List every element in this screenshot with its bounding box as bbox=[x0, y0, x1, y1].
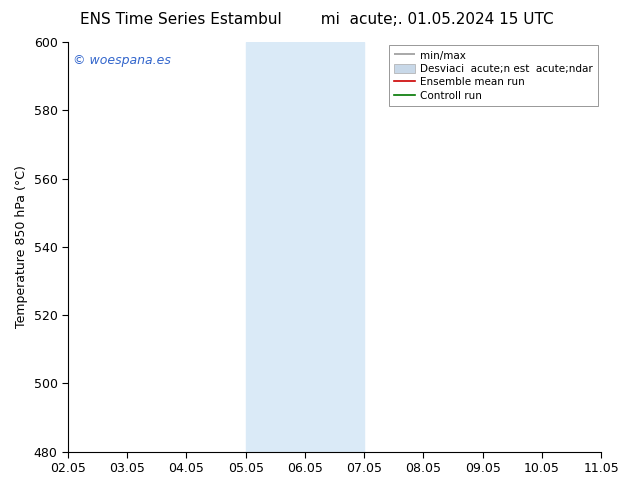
Legend: min/max, Desviaci  acute;n est  acute;ndar, Ensemble mean run, Controll run: min/max, Desviaci acute;n est acute;ndar… bbox=[389, 45, 598, 106]
Y-axis label: Temperature 850 hPa (°C): Temperature 850 hPa (°C) bbox=[15, 166, 28, 328]
Bar bbox=[246, 42, 364, 452]
Text: © woespana.es: © woespana.es bbox=[74, 54, 171, 67]
Text: ENS Time Series Estambul        mi  acute;. 01.05.2024 15 UTC: ENS Time Series Estambul mi acute;. 01.0… bbox=[80, 12, 554, 27]
